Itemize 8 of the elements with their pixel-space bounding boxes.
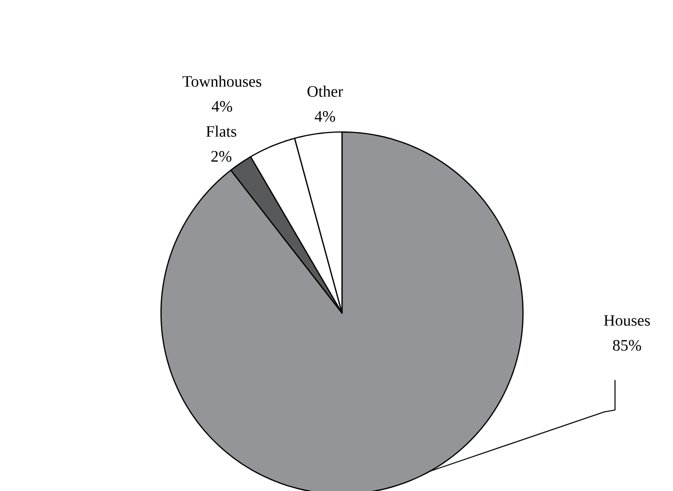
data-label: 85% xyxy=(613,340,642,351)
data-label: 2% xyxy=(211,150,232,162)
data-label: 4% xyxy=(212,100,232,112)
slice-label: Houses xyxy=(604,315,650,326)
slice-label: Other xyxy=(308,86,344,97)
slice-label: Flats xyxy=(206,126,236,137)
data-label: 4% xyxy=(314,110,336,122)
slice-label: Townhouses xyxy=(182,76,262,87)
